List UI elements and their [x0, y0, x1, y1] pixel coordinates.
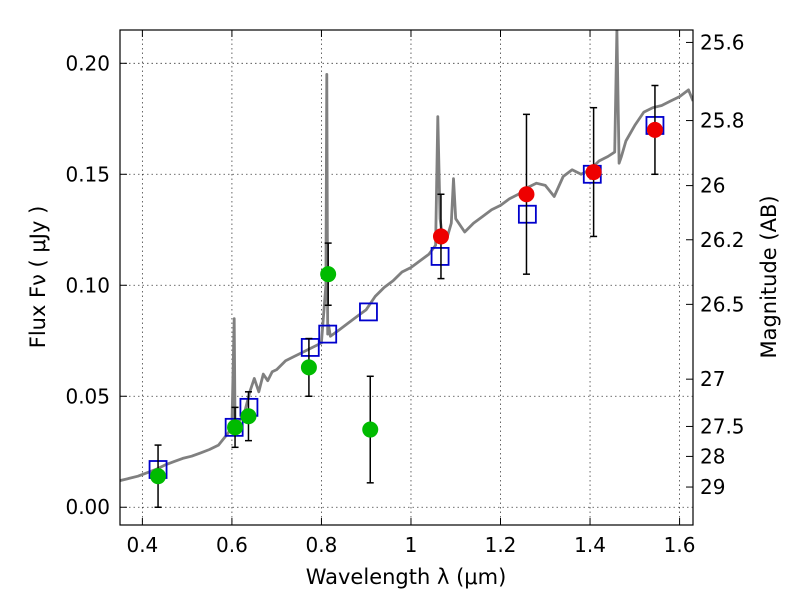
y2-tick-label: 26	[700, 174, 725, 198]
green-data-point	[240, 408, 257, 425]
y-tick-labels: 0.00 0.05 0.10 0.15 0.20	[65, 51, 110, 519]
y2-tick-label: 27	[700, 367, 725, 391]
y2-tick-label: 25.6	[700, 30, 745, 54]
y2-tick-label: 26.5	[700, 292, 745, 316]
model-spectrum-line	[120, 30, 693, 482]
green-data-point	[150, 468, 167, 485]
synthetic-photometry-square	[318, 324, 338, 344]
x-tick-label: 0.6	[216, 533, 248, 557]
errorbar-layer	[154, 84, 659, 508]
red-data-point	[646, 121, 663, 138]
green-data-point	[320, 266, 337, 283]
axis-ticks	[120, 30, 693, 525]
synthetic-photometry-square	[430, 247, 450, 266]
x-tick-label: 0.8	[306, 533, 338, 557]
y2-tick-labels: 25.6 25.8 26 26.2 26.5 27 27.5 28 29	[700, 30, 745, 499]
x-tick-label: 1	[405, 533, 418, 557]
y-tick-label: 0.15	[65, 162, 110, 186]
y2-tick-label: 28	[700, 444, 725, 468]
y2-axis-label: Magnitude (AB)	[757, 195, 781, 358]
y2-tick-label: 26.2	[700, 228, 745, 252]
x-tick-label: 1.6	[664, 533, 696, 557]
y-axis-label: Flux Fν ( μJy )	[26, 206, 50, 349]
y-tick-label: 0.00	[65, 495, 110, 519]
x-tick-labels: 0.4 0.6 0.8 1 1.2 1.4 1.6	[126, 533, 695, 557]
green-data-point	[362, 421, 379, 438]
green-data-point	[227, 419, 244, 436]
x-tick-label: 0.4	[126, 533, 158, 557]
y-tick-label: 0.10	[65, 273, 110, 297]
y2-tick-label: 29	[700, 475, 725, 499]
plot-frame	[119, 29, 694, 526]
green-data-point	[300, 359, 317, 376]
x-axis-label: Wavelength λ (μm)	[306, 565, 507, 589]
y-tick-label: 0.20	[65, 51, 110, 75]
red-data-point	[585, 164, 602, 181]
x-tick-label: 1.4	[574, 533, 606, 557]
y2-tick-label: 25.8	[700, 109, 745, 133]
observed-points-layer	[150, 121, 663, 485]
gridlines	[120, 30, 693, 525]
red-data-point	[432, 228, 449, 245]
x-tick-label: 1.2	[485, 533, 517, 557]
y2-tick-label: 27.5	[700, 414, 745, 438]
synthetic-photometry-square	[359, 302, 378, 322]
synthetic-photometry-square	[517, 204, 537, 224]
red-data-point	[518, 186, 535, 203]
model-spectrum-layer	[120, 30, 693, 482]
y-tick-label: 0.05	[65, 384, 110, 408]
